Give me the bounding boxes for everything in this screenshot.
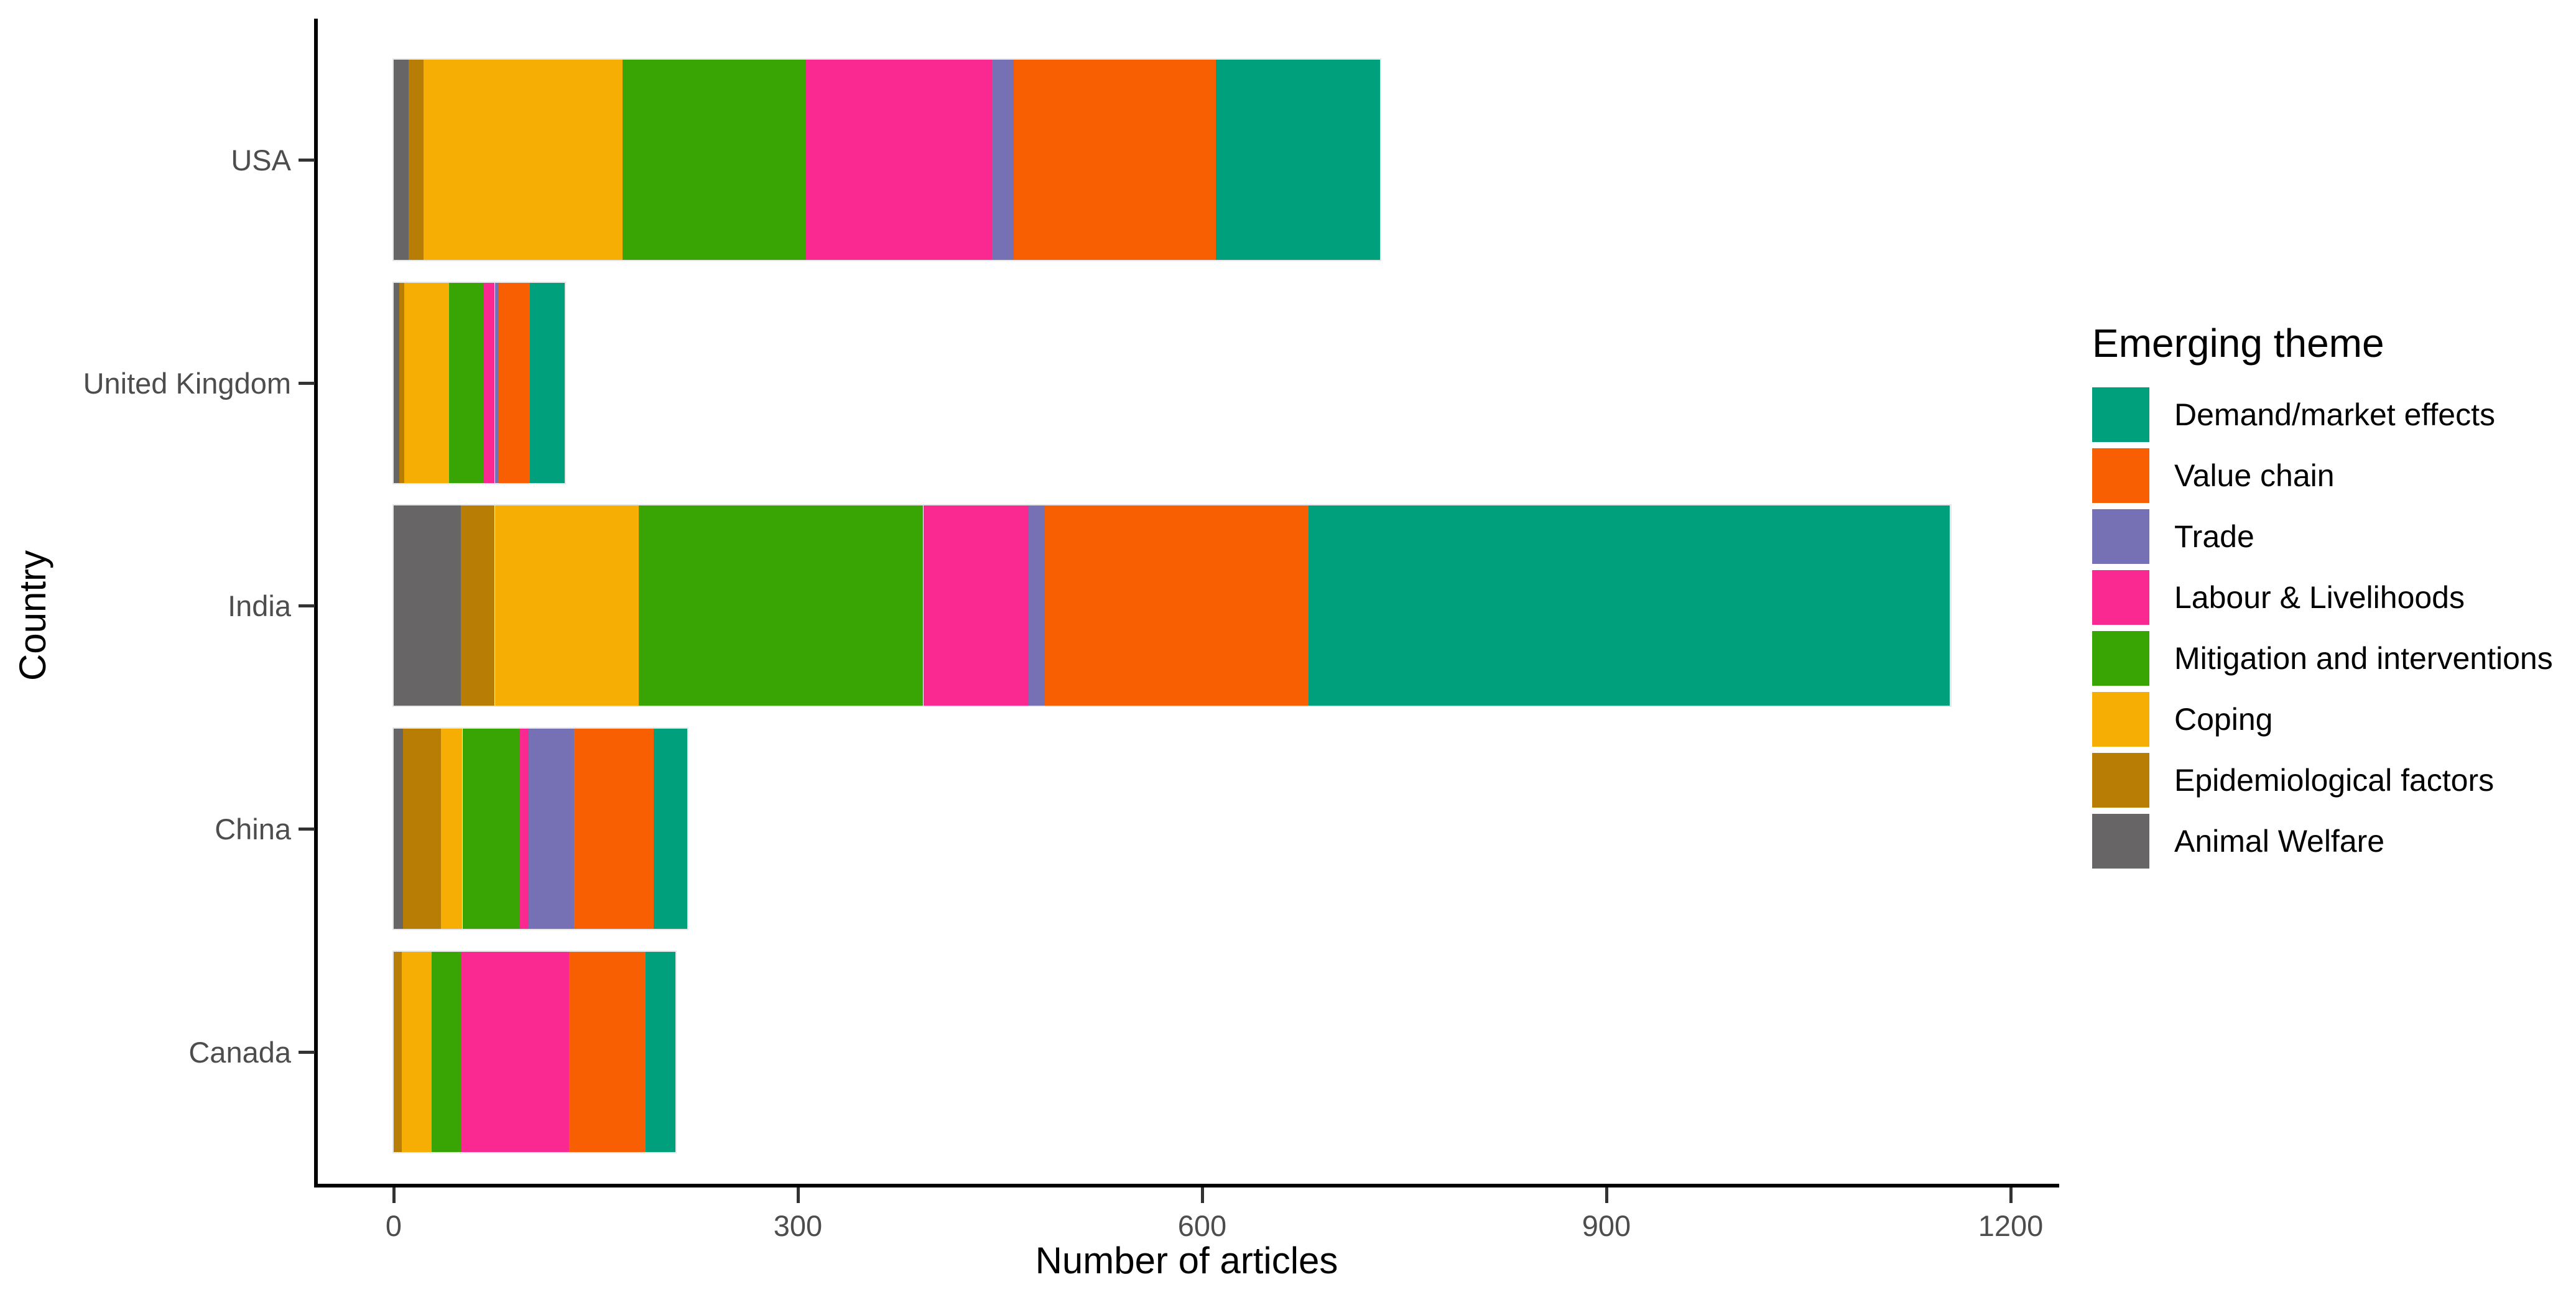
bar-segment [462, 729, 519, 929]
x-tick [1605, 1187, 1608, 1203]
bar-segment [408, 60, 424, 260]
bar-row-canada [392, 951, 677, 1153]
legend-key [2092, 753, 2149, 808]
bar-segment [519, 729, 529, 929]
bar-segment [923, 505, 1029, 706]
y-tick [299, 1050, 315, 1054]
bar-segment [1044, 505, 1309, 706]
bar-segment [528, 729, 575, 929]
legend-label: Epidemiological factors [2174, 763, 2495, 798]
y-axis-line [314, 19, 318, 1187]
bar-segment [1215, 60, 1380, 260]
bar-segment [461, 952, 569, 1152]
bar-segment [423, 60, 623, 260]
legend-title: Emerging theme [2092, 321, 2384, 366]
bar-segment [394, 60, 409, 260]
bar-segment [404, 283, 449, 483]
bar-segment [646, 952, 675, 1152]
x-axis-line [314, 1184, 2059, 1187]
x-tick-label: 1200 [1978, 1209, 2044, 1242]
bar-segment [394, 283, 399, 483]
bar-segment [484, 283, 495, 483]
legend-label: Demand/market effects [2174, 397, 2495, 432]
bar-segment [494, 283, 499, 483]
bar-segment [623, 60, 806, 260]
legend-label: Coping [2174, 702, 2273, 737]
x-tick [2009, 1187, 2013, 1203]
bar-segment [1013, 60, 1216, 260]
bar-segment [494, 505, 639, 706]
x-tick-label: 900 [1582, 1209, 1631, 1242]
bar-segment [394, 729, 404, 929]
bar-segment [1309, 505, 1950, 706]
legend-key [2092, 631, 2149, 686]
y-axis-title: Country [12, 550, 53, 681]
bar-segment [440, 729, 463, 929]
bar-segment [499, 283, 530, 483]
bar-row-india [392, 504, 1952, 707]
bar-segment [461, 505, 495, 706]
bar-segment [639, 505, 924, 706]
legend-label: Animal Welfare [2174, 824, 2385, 859]
bar-row-china [392, 727, 689, 930]
legend-key [2092, 814, 2149, 869]
bar-segment [431, 952, 461, 1152]
bar-segment [394, 505, 461, 706]
x-tick [796, 1187, 800, 1203]
legend-key [2092, 387, 2149, 442]
x-tick-label: 0 [385, 1209, 402, 1242]
bar-segment [1028, 505, 1045, 706]
y-tick [299, 381, 315, 385]
y-tick-label: India [228, 589, 291, 622]
legend-key [2092, 692, 2149, 747]
x-tick [392, 1187, 396, 1203]
y-tick-label: United Kingdom [83, 367, 291, 400]
legend-label: Value chain [2174, 458, 2335, 493]
bar-segment [992, 60, 1014, 260]
legend-label: Mitigation and interventions [2174, 641, 2553, 676]
y-tick-label: China [215, 813, 291, 846]
legend-key [2092, 509, 2149, 564]
y-tick-label: USA [231, 144, 291, 177]
x-tick-label: 600 [1177, 1209, 1227, 1242]
legend-key [2092, 448, 2149, 503]
x-tick [1200, 1187, 1204, 1203]
x-axis-title: Number of articles [1035, 1240, 1338, 1281]
y-tick [299, 604, 315, 607]
y-tick-label: Canada [188, 1036, 291, 1069]
legend-label: Labour & Livelihoods [2174, 580, 2465, 615]
bar-segment [399, 283, 405, 483]
bar-segment [568, 952, 646, 1152]
bar-segment [654, 729, 688, 929]
y-tick [299, 158, 315, 162]
legend-key [2092, 570, 2149, 625]
bar-row-united-kingdom [392, 282, 567, 484]
bar-segment [448, 283, 484, 483]
bar-segment [394, 952, 402, 1152]
bar-segment [574, 729, 654, 929]
bar-segment [403, 729, 441, 929]
bar-segment [806, 60, 992, 260]
bar-segment [402, 952, 432, 1152]
legend-label: Trade [2174, 519, 2254, 554]
bar-segment [529, 283, 565, 483]
bar-row-usa [392, 58, 1381, 261]
x-tick-label: 300 [773, 1209, 823, 1242]
y-tick [299, 827, 315, 831]
